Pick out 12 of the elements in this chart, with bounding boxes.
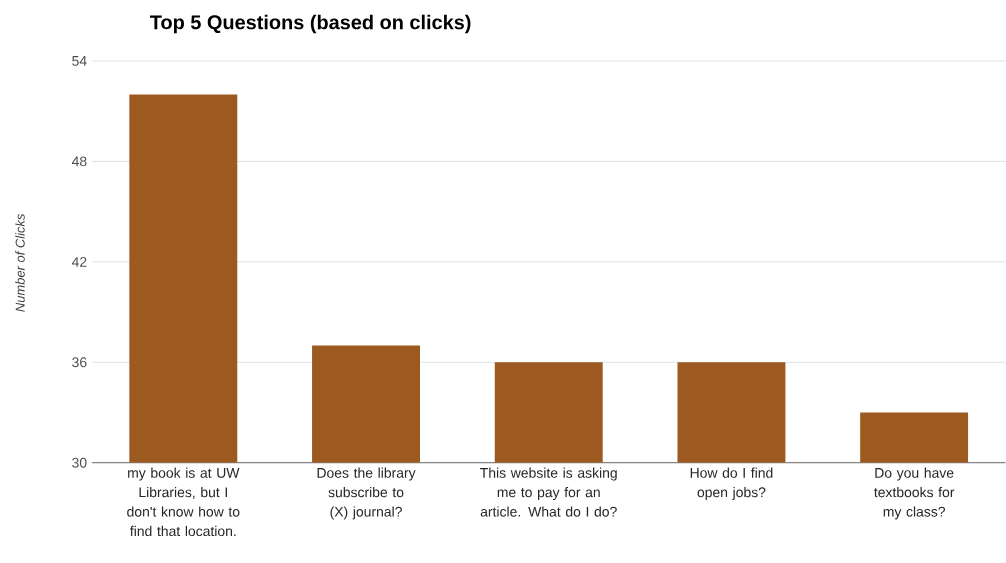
y-axis-title: Number of Clicks — [15, 214, 25, 312]
x-tick-label: my book is at UW Libraries, but I don't know how to find that location. — [127, 467, 240, 537]
x-tick-label: This website is asking me to pay for an article. What do I do? — [480, 467, 617, 517]
x-tick-label: How do I find open jobs? — [690, 467, 773, 501]
x-tick-label: Does the library subscribe to (X) journal? — [317, 467, 416, 520]
y-tick-label: 30 — [72, 457, 87, 468]
y-tick-label: 36 — [72, 357, 87, 368]
y-tick-label: 54 — [72, 56, 87, 66]
x-tick-label: Do you have textbooks for my class? — [874, 467, 955, 520]
y-tick-label: 42 — [71, 257, 87, 267]
chart-title: Top 5 Questions (based on clicks) — [150, 14, 471, 34]
y-tick-label: 48 — [71, 156, 87, 167]
